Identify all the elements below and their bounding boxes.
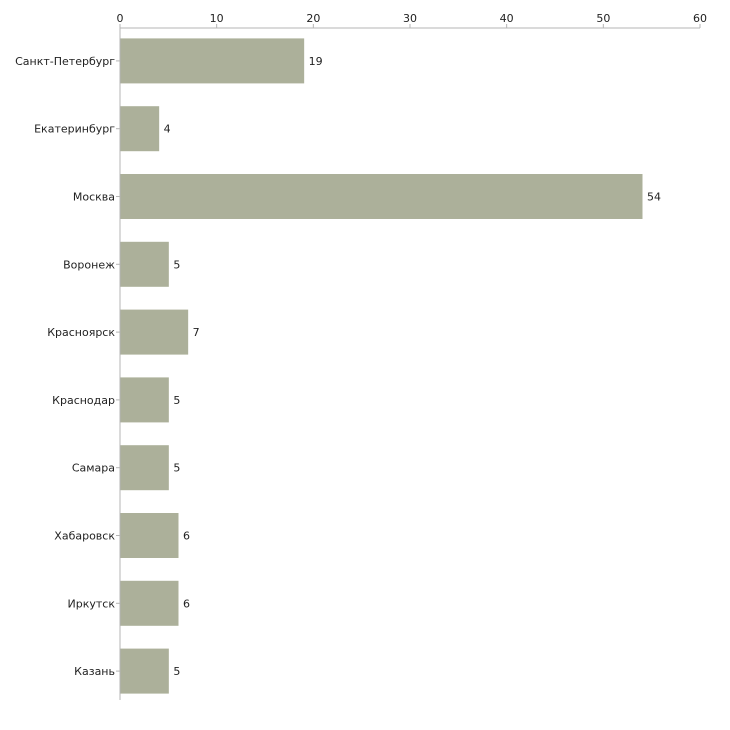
value-label: 7 — [193, 326, 200, 339]
bar — [120, 513, 179, 558]
bar — [120, 174, 643, 219]
bars — [120, 38, 643, 694]
category-label: Екатеринбург — [34, 123, 115, 136]
category-label: Санкт-Петербург — [15, 55, 115, 68]
x-tick-label: 30 — [403, 12, 417, 25]
bar — [120, 38, 305, 84]
value-label: 6 — [183, 530, 190, 543]
bar — [120, 241, 169, 287]
value-label: 19 — [309, 55, 323, 68]
bar — [120, 445, 169, 491]
value-label: 54 — [647, 191, 661, 204]
category-label: Москва — [73, 191, 115, 204]
category-label: Краснодар — [52, 394, 115, 407]
value-labels: 19 4 54 5 7 5 5 6 6 5 — [164, 55, 661, 678]
x-tick-label: 40 — [500, 12, 514, 25]
bar — [120, 648, 169, 694]
value-label: 5 — [173, 665, 180, 678]
bar — [120, 377, 169, 423]
x-tick-label: 60 — [693, 12, 707, 25]
x-tick-label: 20 — [306, 12, 320, 25]
bar — [120, 106, 160, 152]
value-label: 4 — [164, 123, 171, 136]
value-label: 5 — [173, 462, 180, 475]
category-label: Хабаровск — [54, 530, 115, 543]
category-label: Самара — [72, 462, 115, 475]
value-label: 6 — [183, 597, 190, 610]
category-label: Иркутск — [68, 597, 116, 610]
category-label: Казань — [74, 665, 115, 678]
bar — [120, 580, 179, 626]
x-tick-label: 0 — [117, 12, 124, 25]
value-label: 5 — [173, 394, 180, 407]
x-tick-label: 10 — [210, 12, 224, 25]
bar — [120, 309, 189, 355]
category-label: Красноярск — [47, 326, 115, 339]
x-axis: 0 10 20 30 40 50 60 — [117, 12, 707, 29]
x-tick-label: 50 — [596, 12, 610, 25]
category-labels: Санкт-Петербург Екатеринбург Москва Воронеж… — [15, 55, 115, 678]
category-label: Воронеж — [63, 258, 115, 271]
value-label: 5 — [173, 258, 180, 271]
y-axis — [116, 27, 121, 700]
